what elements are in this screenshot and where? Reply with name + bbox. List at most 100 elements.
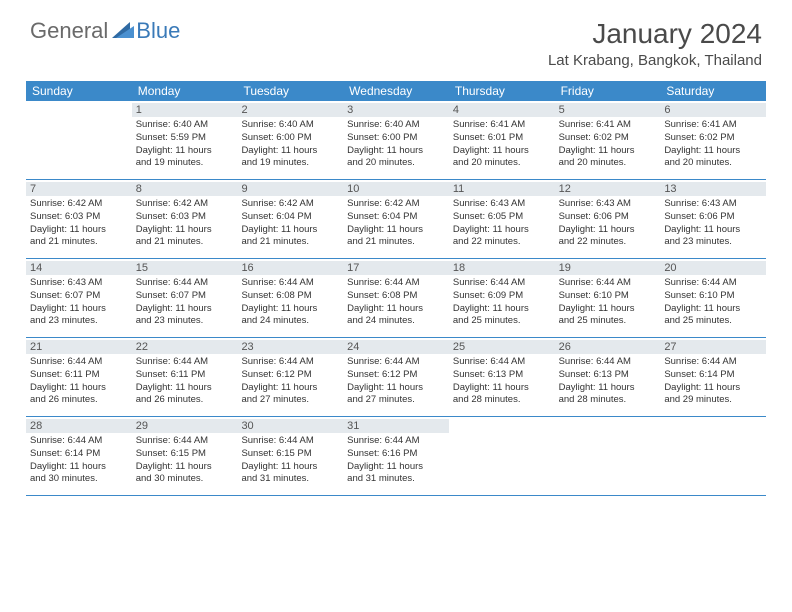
day-text: Sunrise: 6:41 AMSunset: 6:01 PMDaylight:… (453, 119, 551, 170)
day-cell: 27 Sunrise: 6:44 AMSunset: 6:14 PMDayligh… (660, 338, 766, 416)
day-cell: 22 Sunrise: 6:44 AMSunset: 6:11 PMDayligh… (132, 338, 238, 416)
logo-text-blue: Blue (136, 18, 180, 44)
day-number: 23 (237, 340, 343, 354)
week-row: 28 Sunrise: 6:44 AMSunset: 6:14 PMDayligh… (26, 417, 766, 496)
dow-cell: Wednesday (343, 81, 449, 101)
day-text: Sunrise: 6:44 AMSunset: 6:16 PMDaylight:… (347, 435, 445, 486)
week-row: 1 Sunrise: 6:40 AMSunset: 5:59 PMDaylight… (26, 101, 766, 180)
day-text: Sunrise: 6:42 AMSunset: 6:04 PMDaylight:… (347, 198, 445, 249)
day-text: Sunrise: 6:44 AMSunset: 6:11 PMDaylight:… (30, 356, 128, 407)
logo-text-general: General (30, 18, 108, 44)
day-number: 3 (343, 103, 449, 117)
day-text: Sunrise: 6:43 AMSunset: 6:05 PMDaylight:… (453, 198, 551, 249)
day-cell (555, 417, 661, 495)
day-cell: 8 Sunrise: 6:42 AMSunset: 6:03 PMDaylight… (132, 180, 238, 258)
day-text: Sunrise: 6:44 AMSunset: 6:10 PMDaylight:… (664, 277, 762, 328)
day-number: 30 (237, 419, 343, 433)
day-text: Sunrise: 6:40 AMSunset: 6:00 PMDaylight:… (241, 119, 339, 170)
day-text: Sunrise: 6:44 AMSunset: 6:09 PMDaylight:… (453, 277, 551, 328)
day-cell: 11 Sunrise: 6:43 AMSunset: 6:05 PMDayligh… (449, 180, 555, 258)
day-text: Sunrise: 6:44 AMSunset: 6:11 PMDaylight:… (136, 356, 234, 407)
day-cell: 31 Sunrise: 6:44 AMSunset: 6:16 PMDayligh… (343, 417, 449, 495)
day-cell: 14 Sunrise: 6:43 AMSunset: 6:07 PMDayligh… (26, 259, 132, 337)
day-number: 9 (237, 182, 343, 196)
day-cell: 3Sunrise: 6:40 AMSunset: 6:00 PMDaylight… (343, 101, 449, 179)
day-number: 26 (555, 340, 661, 354)
dow-cell: Thursday (449, 81, 555, 101)
day-number: 13 (660, 182, 766, 196)
calendar: SundayMondayTuesdayWednesdayThursdayFrid… (26, 81, 766, 496)
day-cell: 18 Sunrise: 6:44 AMSunset: 6:09 PMDayligh… (449, 259, 555, 337)
day-text: Sunrise: 6:41 AMSunset: 6:02 PMDaylight:… (559, 119, 657, 170)
day-text: Sunrise: 6:44 AMSunset: 6:13 PMDaylight:… (559, 356, 657, 407)
day-number: 20 (660, 261, 766, 275)
day-number: 15 (132, 261, 238, 275)
week-row: 21 Sunrise: 6:44 AMSunset: 6:11 PMDayligh… (26, 338, 766, 417)
day-cell: 13Sunrise: 6:43 AMSunset: 6:06 PMDayligh… (660, 180, 766, 258)
day-cell: 28 Sunrise: 6:44 AMSunset: 6:14 PMDayligh… (26, 417, 132, 495)
day-text: Sunrise: 6:44 AMSunset: 6:13 PMDaylight:… (453, 356, 551, 407)
day-text: Sunrise: 6:44 AMSunset: 6:14 PMDaylight:… (664, 356, 762, 407)
day-number: 7 (26, 182, 132, 196)
day-number: 27 (660, 340, 766, 354)
day-cell: 16 Sunrise: 6:44 AMSunset: 6:08 PMDayligh… (237, 259, 343, 337)
day-text: Sunrise: 6:42 AMSunset: 6:04 PMDaylight:… (241, 198, 339, 249)
day-number: 1 (132, 103, 238, 117)
day-cell: 15 Sunrise: 6:44 AMSunset: 6:07 PMDayligh… (132, 259, 238, 337)
dow-cell: Sunday (26, 81, 132, 101)
week-row: 14 Sunrise: 6:43 AMSunset: 6:07 PMDayligh… (26, 259, 766, 338)
day-number: 31 (343, 419, 449, 433)
day-text: Sunrise: 6:43 AMSunset: 6:06 PMDaylight:… (559, 198, 657, 249)
day-number: 8 (132, 182, 238, 196)
day-number: 25 (449, 340, 555, 354)
day-text: Sunrise: 6:44 AMSunset: 6:08 PMDaylight:… (347, 277, 445, 328)
day-text: Sunrise: 6:40 AMSunset: 5:59 PMDaylight:… (136, 119, 234, 170)
dow-cell: Friday (555, 81, 661, 101)
day-text: Sunrise: 6:43 AMSunset: 6:07 PMDaylight:… (30, 277, 128, 328)
weeks-container: 1 Sunrise: 6:40 AMSunset: 5:59 PMDaylight… (26, 101, 766, 496)
day-text: Sunrise: 6:44 AMSunset: 6:14 PMDaylight:… (30, 435, 128, 486)
day-cell: 30Sunrise: 6:44 AMSunset: 6:15 PMDayligh… (237, 417, 343, 495)
day-text: Sunrise: 6:42 AMSunset: 6:03 PMDaylight:… (136, 198, 234, 249)
month-title: January 2024 (548, 18, 762, 50)
header: General Blue January 2024 Lat Krabang, B… (0, 0, 792, 77)
week-row: 7 Sunrise: 6:42 AMSunset: 6:03 PMDaylight… (26, 180, 766, 259)
day-text: Sunrise: 6:42 AMSunset: 6:03 PMDaylight:… (30, 198, 128, 249)
day-of-week-row: SundayMondayTuesdayWednesdayThursdayFrid… (26, 81, 766, 101)
day-text: Sunrise: 6:44 AMSunset: 6:07 PMDaylight:… (136, 277, 234, 328)
day-number: 11 (449, 182, 555, 196)
dow-cell: Monday (132, 81, 238, 101)
day-cell: 26 Sunrise: 6:44 AMSunset: 6:13 PMDayligh… (555, 338, 661, 416)
day-cell: 19 Sunrise: 6:44 AMSunset: 6:10 PMDayligh… (555, 259, 661, 337)
day-number: 21 (26, 340, 132, 354)
day-number: 19 (555, 261, 661, 275)
day-cell: 25 Sunrise: 6:44 AMSunset: 6:13 PMDayligh… (449, 338, 555, 416)
day-cell: 1 Sunrise: 6:40 AMSunset: 5:59 PMDaylight… (132, 101, 238, 179)
day-text: Sunrise: 6:44 AMSunset: 6:15 PMDaylight:… (136, 435, 234, 486)
day-text: Sunrise: 6:44 AMSunset: 6:10 PMDaylight:… (559, 277, 657, 328)
dow-cell: Saturday (660, 81, 766, 101)
day-cell: 5 Sunrise: 6:41 AMSunset: 6:02 PMDaylight… (555, 101, 661, 179)
day-number: 14 (26, 261, 132, 275)
day-cell: 23Sunrise: 6:44 AMSunset: 6:12 PMDayligh… (237, 338, 343, 416)
day-number: 16 (237, 261, 343, 275)
day-number: 24 (343, 340, 449, 354)
day-text: Sunrise: 6:44 AMSunset: 6:08 PMDaylight:… (241, 277, 339, 328)
day-number: 10 (343, 182, 449, 196)
day-cell (449, 417, 555, 495)
day-cell: 29Sunrise: 6:44 AMSunset: 6:15 PMDayligh… (132, 417, 238, 495)
day-number: 22 (132, 340, 238, 354)
day-cell: 7 Sunrise: 6:42 AMSunset: 6:03 PMDaylight… (26, 180, 132, 258)
day-number: 6 (660, 103, 766, 117)
day-number: 12 (555, 182, 661, 196)
day-number: 28 (26, 419, 132, 433)
day-number: 18 (449, 261, 555, 275)
day-cell: 9 Sunrise: 6:42 AMSunset: 6:04 PMDaylight… (237, 180, 343, 258)
day-number: 5 (555, 103, 661, 117)
day-text: Sunrise: 6:41 AMSunset: 6:02 PMDaylight:… (664, 119, 762, 170)
day-cell: 12 Sunrise: 6:43 AMSunset: 6:06 PMDayligh… (555, 180, 661, 258)
dow-cell: Tuesday (237, 81, 343, 101)
logo: General Blue (30, 18, 180, 44)
day-cell: 10 Sunrise: 6:42 AMSunset: 6:04 PMDayligh… (343, 180, 449, 258)
day-cell: 21 Sunrise: 6:44 AMSunset: 6:11 PMDayligh… (26, 338, 132, 416)
